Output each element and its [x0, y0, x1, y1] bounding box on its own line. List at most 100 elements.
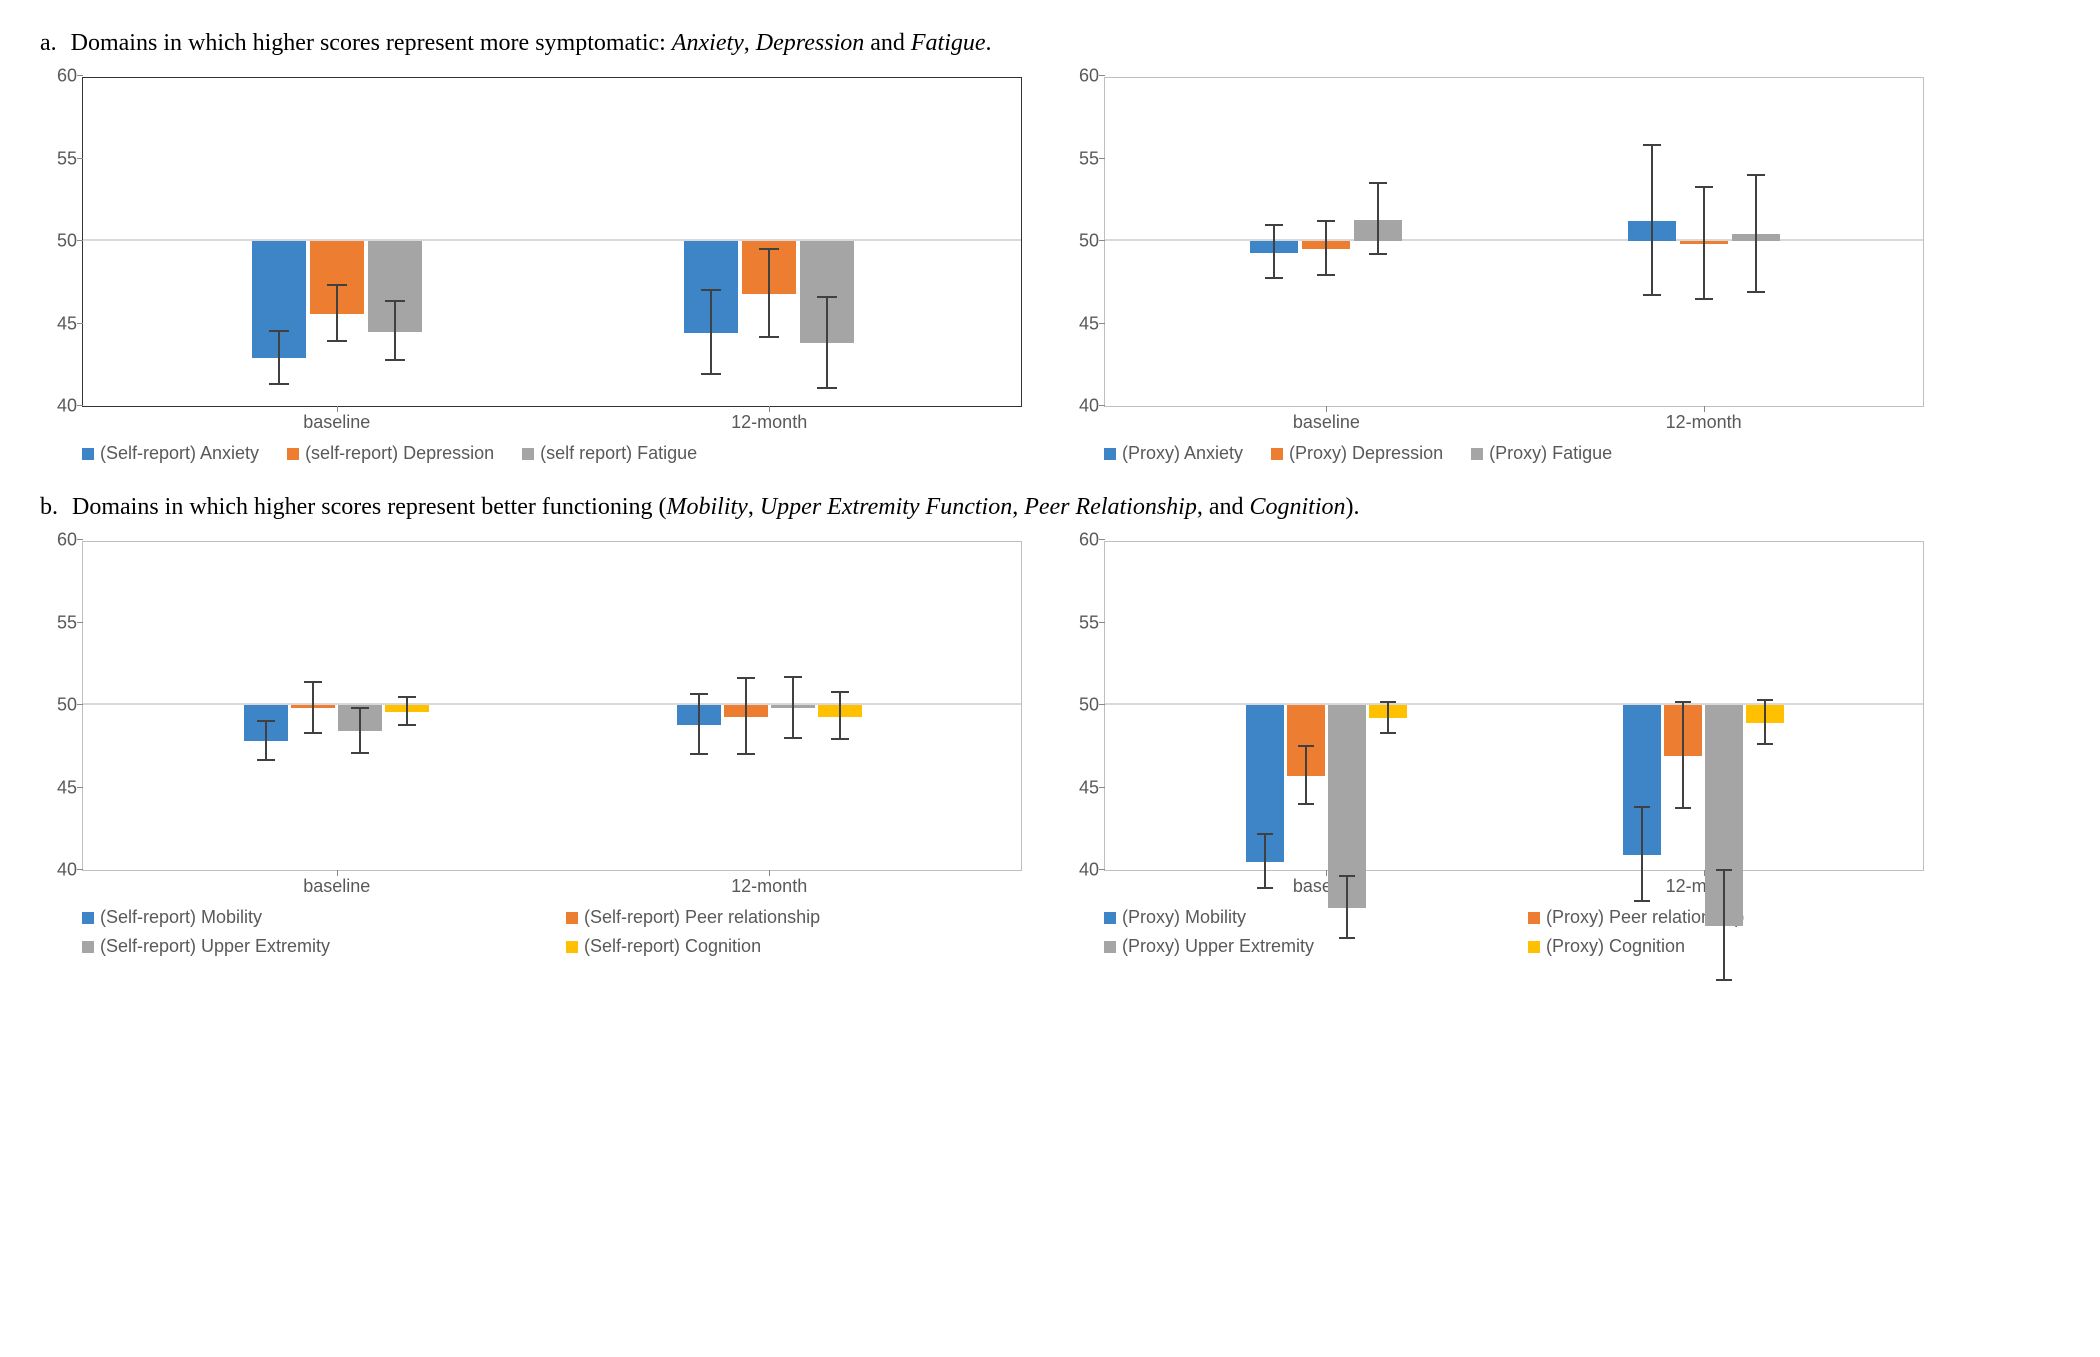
error-bar	[1346, 877, 1348, 940]
error-cap	[759, 248, 779, 250]
legend-label: (self-report) Depression	[305, 443, 494, 464]
reference-line	[1105, 239, 1923, 241]
caption-a-i2: Depression	[756, 30, 864, 56]
ytick-label: 60	[57, 530, 83, 551]
xtick-mark	[769, 870, 770, 876]
error-cap	[385, 300, 405, 302]
panel-a-right: 4045505560baseline12-month(Proxy) Anxiet…	[1062, 77, 1924, 464]
legend-label: (Proxy) Anxiety	[1122, 443, 1243, 464]
ytick-label: 45	[57, 313, 83, 334]
legend-label: (Self-report) Cognition	[584, 936, 761, 957]
error-bar	[1305, 747, 1307, 805]
xtick-mark	[337, 870, 338, 876]
error-bar	[1755, 176, 1757, 293]
error-cap	[327, 340, 347, 342]
ytick-label: 40	[1079, 396, 1105, 417]
legend-item: (self-report) Depression	[287, 443, 494, 464]
error-cap	[1675, 701, 1691, 703]
xtick-mark	[769, 406, 770, 412]
error-bar	[406, 698, 408, 726]
legend-item: (Self-report) Anxiety	[82, 443, 259, 464]
error-bar	[1682, 703, 1684, 809]
error-cap	[1339, 937, 1355, 939]
legend-label: (Proxy) Fatigue	[1489, 443, 1612, 464]
legend-item: (Proxy) Anxiety	[1104, 443, 1243, 464]
row-a: 4045505560baseline12-month(Self-report) …	[40, 77, 2060, 464]
error-cap	[701, 289, 721, 291]
chart-wrap: 4045505560baseline12-month	[40, 541, 1022, 871]
error-bar	[1641, 808, 1643, 902]
legend: (Self-report) Mobility(Self-report) Peer…	[40, 907, 1022, 957]
ytick-mark	[1099, 405, 1105, 406]
legend-item: (Proxy) Fatigue	[1471, 443, 1612, 464]
error-bar	[768, 250, 770, 337]
ytick-label: 40	[57, 396, 83, 417]
ytick-mark	[77, 158, 83, 159]
error-cap	[1757, 699, 1773, 701]
error-cap	[1369, 253, 1387, 255]
ytick-label: 40	[57, 860, 83, 881]
error-cap	[1634, 806, 1650, 808]
error-cap	[304, 681, 322, 683]
legend-swatch	[1104, 941, 1116, 953]
legend-item: (self report) Fatigue	[522, 443, 697, 464]
error-cap	[1369, 182, 1387, 184]
legend-item: (Self-report) Upper Extremity	[82, 936, 538, 957]
ytick-mark	[1099, 869, 1105, 870]
ytick-label: 50	[1079, 695, 1105, 716]
legend-swatch	[1271, 448, 1283, 460]
error-cap	[737, 677, 755, 679]
error-bar	[839, 693, 841, 739]
error-cap	[1265, 277, 1283, 279]
error-bar	[792, 678, 794, 739]
error-bar	[1377, 184, 1379, 255]
error-bar	[1325, 222, 1327, 276]
ytick-label: 60	[1079, 66, 1105, 87]
error-cap	[1380, 701, 1396, 703]
error-cap	[1716, 979, 1732, 981]
xtick-mark	[1326, 406, 1327, 412]
ytick-mark	[77, 405, 83, 406]
error-cap	[817, 387, 837, 389]
ytick-mark	[77, 323, 83, 324]
error-cap	[784, 737, 802, 739]
caption-b-i4: Cognition	[1250, 494, 1346, 520]
caption-a: a. Domains in which higher scores repres…	[40, 30, 2060, 57]
error-cap	[1298, 745, 1314, 747]
panel-b-left: 4045505560baseline12-month (Self-report) …	[40, 541, 1022, 957]
error-cap	[1716, 869, 1732, 871]
legend-item: (Proxy) Mobility	[1104, 907, 1500, 928]
error-bar	[1264, 835, 1266, 889]
ytick-mark	[77, 75, 83, 76]
error-cap	[1380, 732, 1396, 734]
ytick-label: 50	[57, 231, 83, 252]
legend-swatch	[1104, 912, 1116, 924]
error-bar	[1651, 146, 1653, 296]
error-cap	[269, 330, 289, 332]
error-bar	[1387, 703, 1389, 734]
legend: (Proxy) Mobility(Proxy) Peer relationshi…	[1062, 907, 1924, 957]
error-cap	[351, 707, 369, 709]
legend-label: (Self-report) Mobility	[100, 907, 262, 928]
xtick-mark	[337, 406, 338, 412]
error-cap	[1257, 887, 1273, 889]
caption-b-i1: Mobility	[667, 494, 748, 520]
legend-label: (Proxy) Cognition	[1546, 936, 1685, 957]
chart-wrap: 4045505560baseline12-month	[1062, 541, 1924, 871]
legend-label: (Proxy) Depression	[1289, 443, 1443, 464]
error-cap	[398, 724, 416, 726]
ytick-mark	[77, 622, 83, 623]
error-cap	[1265, 224, 1283, 226]
reference-line	[83, 703, 1021, 705]
panel-a-left: 4045505560baseline12-month(Self-report) …	[40, 77, 1022, 464]
caption-b: b. Domains in which higher scores repres…	[40, 494, 2060, 521]
error-bar	[745, 679, 747, 755]
error-cap	[398, 696, 416, 698]
error-cap	[1747, 174, 1765, 176]
reference-line	[83, 239, 1021, 241]
ytick-label: 55	[1079, 148, 1105, 169]
error-cap	[1298, 803, 1314, 805]
legend-swatch	[522, 448, 534, 460]
legend-label: (Self-report) Anxiety	[100, 443, 259, 464]
error-cap	[385, 359, 405, 361]
